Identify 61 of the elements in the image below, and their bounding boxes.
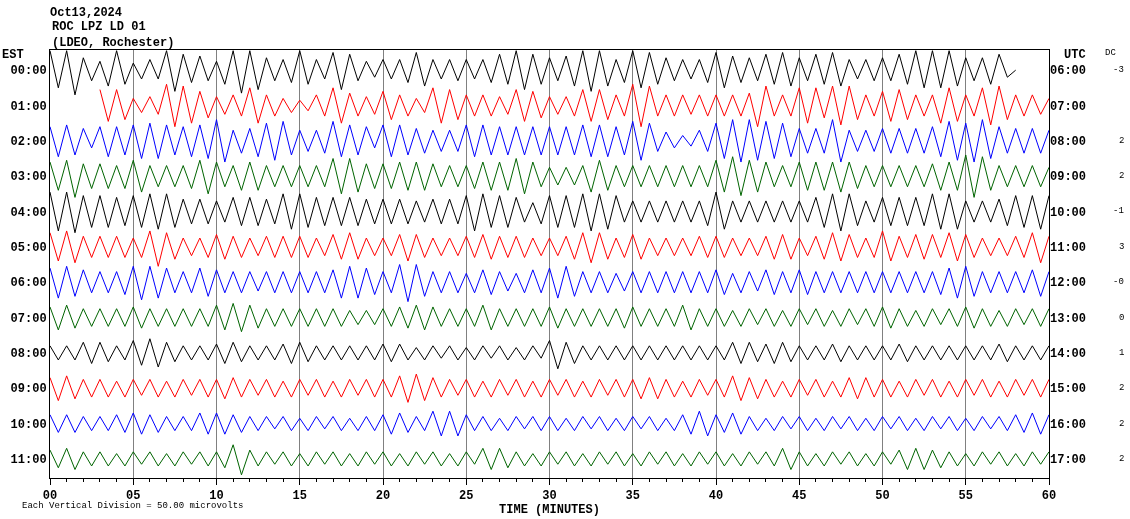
y2-axis-title: UTC xyxy=(1064,48,1086,62)
text: 0 xyxy=(1119,313,1125,323)
text: 2 xyxy=(1119,419,1125,429)
y2-tick-label: 15:00 xyxy=(1050,382,1087,397)
y2-tick-label: 12:00 xyxy=(1050,276,1087,291)
line-series xyxy=(50,119,1049,163)
chart-subtitle: ROC LPZ LD 01 (LDEO, Rochester) xyxy=(52,20,175,50)
y-tick-label: 06:00 xyxy=(10,276,47,291)
x-tick-label: 15 xyxy=(292,489,307,504)
line-series xyxy=(50,373,1049,403)
y2-tick-label: 07:00 xyxy=(1050,99,1087,114)
y2-tick-label: 14:00 xyxy=(1050,347,1087,362)
y-axis-title: EST xyxy=(2,48,24,62)
x-tick-label: 60 xyxy=(1041,489,1057,504)
line-series xyxy=(50,444,1049,476)
line-series xyxy=(50,264,1049,303)
y2-tick-label: 11:00 xyxy=(1050,241,1087,256)
x-tick-label: 40 xyxy=(708,489,724,504)
x-tick-label: 25 xyxy=(459,489,474,504)
y-tick-label: 01:00 xyxy=(10,99,47,114)
y2-tick-label: 08:00 xyxy=(1050,135,1087,150)
x-axis-title: TIME (MINUTES) xyxy=(499,503,600,518)
y-tick-label: 03:00 xyxy=(10,170,47,185)
x-tick-label: 35 xyxy=(625,489,640,504)
x-tick-label: 50 xyxy=(875,489,890,504)
text: 1 xyxy=(1119,348,1125,358)
text: 2 xyxy=(1119,136,1125,146)
line-series xyxy=(50,410,1049,437)
text: 3 xyxy=(1119,242,1125,252)
text: DC xyxy=(1105,48,1117,58)
text: 2 xyxy=(1119,454,1125,464)
x-tick-label: 30 xyxy=(542,489,557,504)
x-tick-label: 55 xyxy=(958,489,973,504)
y-tick-label: 00:00 xyxy=(10,64,47,79)
text: -1 xyxy=(1113,206,1124,216)
text: -0 xyxy=(1113,277,1124,287)
y2-tick-label: 10:00 xyxy=(1050,205,1087,220)
y2-tick-label: 09:00 xyxy=(1050,170,1087,185)
y-tick-label: 05:00 xyxy=(10,241,47,256)
y-tick-label: 09:00 xyxy=(10,382,47,397)
y-tick-label: 08:00 xyxy=(10,347,47,362)
x-tick-label: 20 xyxy=(375,489,391,504)
y-tick-label: 11:00 xyxy=(10,453,47,468)
y-tick-label: 04:00 xyxy=(10,205,47,220)
y2-tick-label: 16:00 xyxy=(1050,417,1087,432)
y2-tick-label: 13:00 xyxy=(1050,311,1087,326)
y-tick-label: 02:00 xyxy=(10,135,47,150)
text: 2 xyxy=(1119,171,1125,181)
y-tick-label: 10:00 xyxy=(10,417,47,432)
line-series xyxy=(50,154,1049,198)
line-series xyxy=(50,230,1049,267)
y-tick-label: 07:00 xyxy=(10,311,47,326)
text: -3 xyxy=(1113,65,1124,75)
y2-tick-label: 17:00 xyxy=(1050,453,1087,468)
line-series xyxy=(50,302,1049,333)
text: 2 xyxy=(1119,383,1125,393)
chart-title: Oct13,2024 xyxy=(50,6,123,21)
x-tick-label: 10 xyxy=(209,489,224,504)
x-tick-label: 45 xyxy=(792,489,807,504)
y2-tick-label: 06:00 xyxy=(1050,64,1087,79)
line-series xyxy=(99,83,1049,128)
